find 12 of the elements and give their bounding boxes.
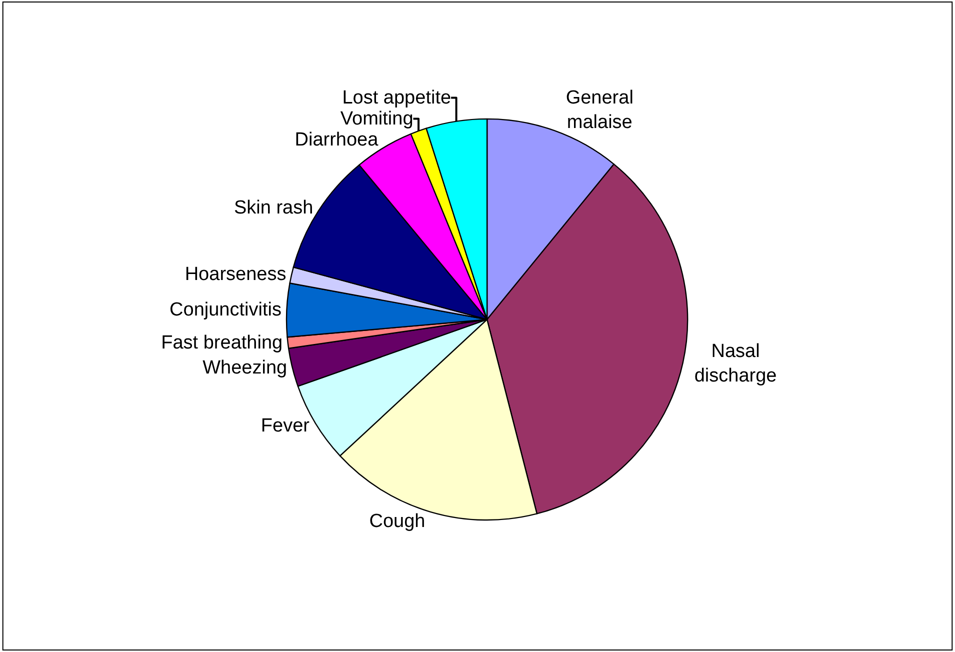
- slice-label: Vomiting: [340, 108, 414, 130]
- slice-label: Fever: [260, 416, 310, 436]
- slice-label: Diarrhoea: [294, 129, 379, 150]
- slice-label: Cough: [369, 511, 426, 532]
- slice-label: General malaise: [566, 87, 634, 134]
- slice-label: Hoarseness: [184, 264, 286, 286]
- slice-label: Fast breathing: [161, 332, 283, 354]
- slice-label: Skin rash: [234, 197, 314, 218]
- slice-label: Wheezing: [202, 358, 288, 379]
- slice-label: Conjunctivitis: [170, 300, 282, 321]
- slice-label: Nasal discharge: [694, 340, 777, 387]
- slice-label: Lost appetite: [342, 87, 452, 108]
